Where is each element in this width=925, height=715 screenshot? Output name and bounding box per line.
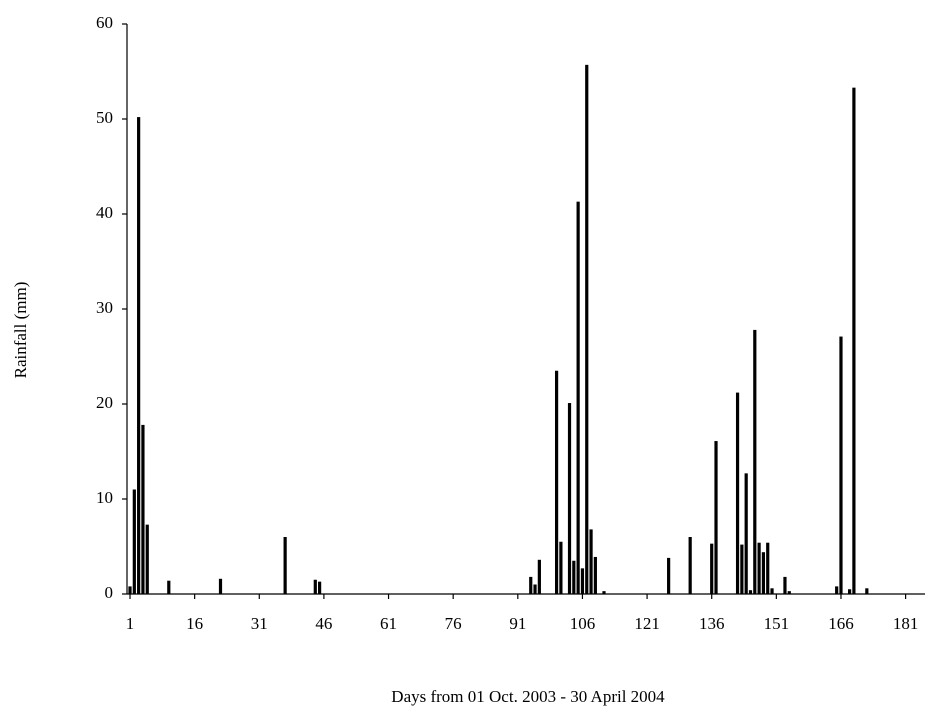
bar (744, 473, 748, 594)
bar (757, 542, 761, 594)
bar (537, 559, 541, 594)
y-tick-label: 50 (96, 108, 113, 127)
bar (761, 552, 766, 594)
bar (585, 64, 589, 595)
x-tick-label: 61 (380, 614, 397, 633)
bar (580, 568, 585, 594)
x-tick-label: 181 (893, 614, 919, 633)
y-tick-label: 10 (96, 488, 113, 507)
bar (283, 537, 287, 594)
bar (132, 489, 136, 594)
x-tick-label: 1 (126, 614, 135, 633)
bar (667, 557, 671, 594)
bar (602, 591, 606, 594)
x-tick-label: 76 (445, 614, 462, 633)
y-tick-label: 20 (96, 393, 113, 412)
bar (753, 329, 757, 594)
bar (567, 403, 572, 594)
x-tick-label: 151 (764, 614, 790, 633)
bar (554, 370, 559, 594)
bar (835, 586, 839, 594)
bar (318, 581, 322, 594)
x-tick-label: 46 (315, 614, 332, 633)
bar (740, 544, 744, 594)
bar (533, 584, 537, 594)
bar (770, 588, 774, 594)
x-tick-label: 166 (828, 614, 854, 633)
bar (218, 578, 223, 594)
bar (137, 117, 141, 594)
bar (783, 576, 787, 594)
bar (529, 576, 533, 594)
bar (593, 556, 597, 594)
y-axis-label: Rainfall (mm) (11, 282, 30, 379)
x-tick-label: 31 (251, 614, 268, 633)
x-tick-label: 106 (570, 614, 596, 633)
bar (865, 588, 869, 594)
bar (167, 580, 171, 594)
bar (748, 590, 753, 594)
x-tick-label: 91 (509, 614, 526, 633)
x-tick-label: 121 (634, 614, 660, 633)
bar (852, 87, 856, 595)
bar (714, 441, 718, 594)
bar (589, 529, 593, 594)
x-tick-label: 136 (699, 614, 725, 633)
bar (313, 579, 317, 594)
y-tick-label: 60 (96, 13, 113, 32)
bar (839, 336, 843, 594)
bar (766, 542, 770, 594)
bar (145, 524, 149, 594)
bar (688, 537, 692, 594)
bar (141, 424, 145, 594)
y-tick-label: 30 (96, 298, 113, 317)
y-tick-label: 40 (96, 203, 113, 222)
bar (572, 560, 576, 594)
bar (559, 541, 563, 594)
bar (128, 586, 132, 594)
bar (735, 392, 740, 594)
x-axis-label: Days from 01 Oct. 2003 - 30 April 2004 (391, 687, 665, 706)
y-tick-label: 0 (105, 583, 114, 602)
bar (576, 201, 580, 594)
x-tick-label: 16 (186, 614, 203, 633)
bar (710, 543, 714, 594)
bar (847, 589, 852, 594)
bar (787, 591, 791, 594)
